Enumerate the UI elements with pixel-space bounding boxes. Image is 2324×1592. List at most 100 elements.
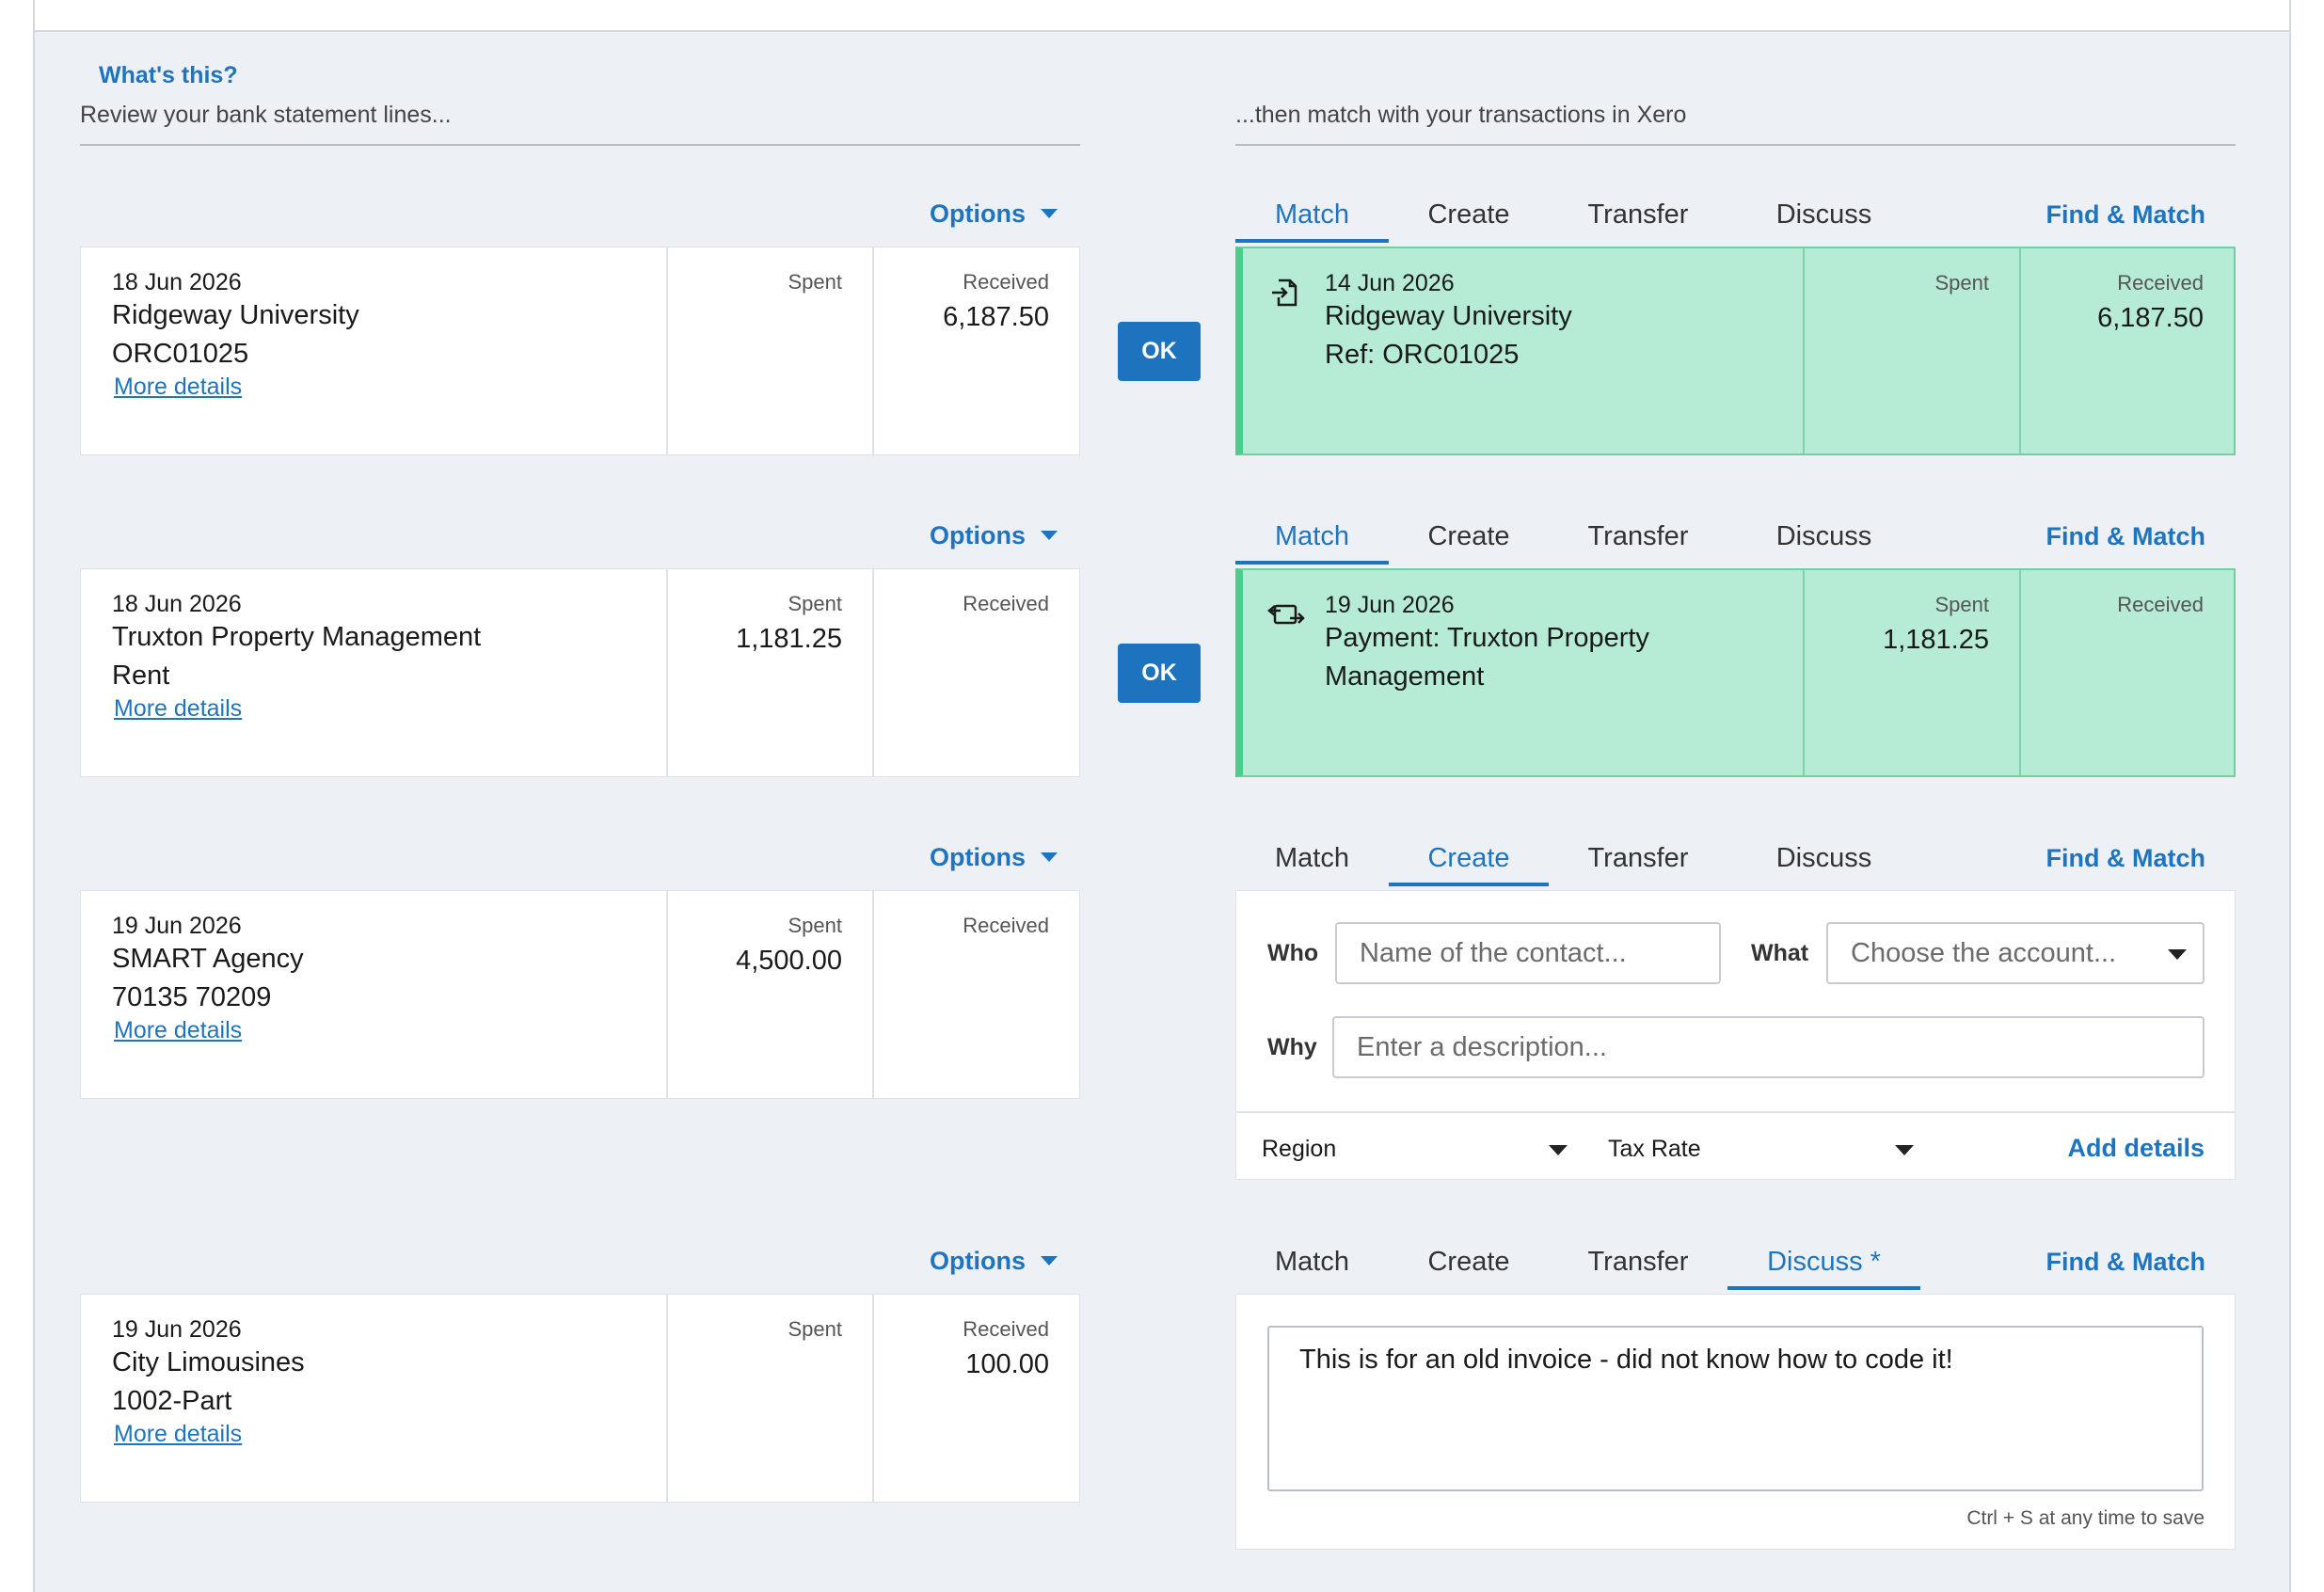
tab-match[interactable]: Match — [1235, 194, 1389, 243]
action-tabs: Match Create Transfer Discuss * Find & M… — [1235, 1241, 2236, 1290]
tab-match[interactable]: Match — [1275, 843, 1349, 873]
statement-spent: Spent 1,181.25 — [668, 569, 874, 776]
ok-button[interactable]: OK — [1118, 322, 1201, 381]
statement-received: Received — [874, 569, 1079, 776]
action-tabs: Match Create Transfer Discuss Find & Mat… — [1235, 516, 2236, 565]
tab-discuss[interactable]: Discuss — [1775, 521, 1872, 551]
match-date: 14 Jun 2026 — [1325, 270, 1455, 296]
discuss-textarea[interactable]: This is for an old invoice - did not kno… — [1267, 1326, 2204, 1491]
what-account-select[interactable] — [1826, 922, 2205, 984]
statement-payee: SMART Agency — [112, 944, 304, 974]
options-dropdown[interactable]: Options — [930, 1247, 1058, 1276]
invoice-import-icon — [1272, 279, 1297, 307]
why-input[interactable] — [1332, 1016, 2205, 1078]
match-details: 19 Jun 2026 Payment: Truxton Property Ma… — [1243, 570, 1805, 775]
spent-label: Spent — [1934, 271, 1990, 295]
region-select[interactable]: Region — [1262, 1136, 1572, 1163]
find-match-link[interactable]: Find & Match — [2045, 522, 2206, 550]
statement-spent: Spent 4,500.00 — [668, 891, 874, 1098]
statement-lines-header: Review your bank statement lines... — [80, 102, 1080, 146]
statement-reference: 70135 70209 — [112, 982, 272, 1012]
who-input[interactable] — [1335, 922, 1721, 984]
spent-amount: 1,181.25 — [1883, 625, 1989, 655]
what-label: What — [1751, 940, 1809, 966]
spent-label: Spent — [788, 270, 843, 294]
statement-spent: Spent — [668, 247, 874, 454]
more-details-link[interactable]: More details — [114, 695, 243, 722]
received-amount: 6,187.50 — [943, 302, 1049, 332]
statement-details: 18 Jun 2026 Truxton Property Management … — [81, 569, 668, 776]
options-dropdown[interactable]: Options — [930, 843, 1058, 872]
statement-spent: Spent — [668, 1295, 874, 1502]
received-label: Received — [963, 1317, 1049, 1341]
match-details: 14 Jun 2026 Ridgeway University Ref: ORC… — [1243, 248, 1805, 454]
tab-discuss[interactable]: Discuss — [1775, 199, 1872, 230]
received-amount: 100.00 — [965, 1349, 1049, 1379]
match-spent: Spent 1,181.25 — [1805, 570, 2021, 775]
tab-discuss[interactable]: Discuss * — [1727, 1241, 1920, 1290]
tab-transfer[interactable]: Transfer — [1587, 199, 1689, 230]
statement-line: 19 Jun 2026 SMART Agency 70135 70209 Mor… — [80, 890, 1080, 1099]
top-bar — [33, 0, 2291, 30]
statement-payee: Truxton Property Management — [112, 622, 482, 652]
find-match-link[interactable]: Find & Match — [2045, 1248, 2206, 1276]
create-transaction-form: Who What Why Region Tax Rate Add details — [1235, 890, 2236, 1180]
tab-transfer[interactable]: Transfer — [1587, 1247, 1689, 1277]
tab-create[interactable]: Create — [1427, 199, 1510, 230]
tab-discuss[interactable]: Discuss — [1775, 843, 1872, 873]
match-received: Received 6,187.50 — [2021, 248, 2234, 454]
caret-down-icon — [2168, 949, 2187, 960]
tab-match[interactable]: Match — [1275, 1247, 1349, 1277]
options-label: Options — [930, 199, 1026, 228]
tab-transfer[interactable]: Transfer — [1587, 521, 1689, 551]
match-received: Received — [2021, 570, 2234, 775]
spent-amount: 1,181.25 — [736, 624, 842, 654]
tab-transfer[interactable]: Transfer — [1587, 843, 1689, 873]
spent-label: Spent — [1934, 593, 1990, 616]
tab-create[interactable]: Create — [1427, 521, 1510, 551]
received-label: Received — [2117, 271, 2204, 295]
match-line-2: Management — [1325, 661, 1485, 692]
statement-received: Received 100.00 — [874, 1295, 1079, 1502]
received-amount: 6,187.50 — [2097, 303, 2204, 333]
received-label: Received — [2117, 593, 2204, 616]
match-date: 19 Jun 2026 — [1325, 592, 1455, 618]
find-match-link[interactable]: Find & Match — [2045, 200, 2206, 229]
spent-amount: 4,500.00 — [736, 946, 842, 976]
action-tabs: Match Create Transfer Discuss Find & Mat… — [1235, 194, 2236, 243]
matched-transaction[interactable]: 14 Jun 2026 Ridgeway University Ref: ORC… — [1235, 247, 2236, 455]
ok-button[interactable]: OK — [1118, 644, 1201, 703]
received-label: Received — [963, 914, 1049, 937]
more-details-link[interactable]: More details — [114, 1017, 243, 1043]
caret-down-icon — [1549, 1145, 1568, 1155]
add-details-link[interactable]: Add details — [2067, 1134, 2205, 1162]
options-dropdown[interactable]: Options — [930, 521, 1058, 550]
more-details-link[interactable]: More details — [114, 1421, 243, 1447]
spent-label: Spent — [788, 592, 843, 615]
tab-match[interactable]: Match — [1235, 516, 1389, 565]
statement-line: 18 Jun 2026 Ridgeway University ORC01025… — [80, 247, 1080, 455]
more-details-link[interactable]: More details — [114, 374, 243, 400]
tab-create[interactable]: Create — [1427, 1247, 1510, 1277]
tax-rate-select[interactable]: Tax Rate — [1608, 1136, 1918, 1163]
tax-rate-label: Tax Rate — [1608, 1136, 1701, 1162]
discuss-panel: This is for an old invoice - did not kno… — [1235, 1294, 2236, 1550]
received-label: Received — [963, 270, 1049, 294]
whats-this-link[interactable]: What's this? — [99, 62, 238, 88]
statement-line: 19 Jun 2026 City Limousines 1002-Part Mo… — [80, 1294, 1080, 1503]
options-label: Options — [930, 521, 1026, 549]
caret-down-icon — [1041, 530, 1058, 540]
statement-date: 19 Jun 2026 — [112, 913, 242, 939]
received-label: Received — [963, 592, 1049, 615]
match-line-1: Ridgeway University — [1325, 301, 1572, 331]
spent-label: Spent — [788, 914, 843, 937]
statement-payee: City Limousines — [112, 1347, 305, 1377]
caret-down-icon — [1041, 852, 1058, 862]
find-match-link[interactable]: Find & Match — [2045, 844, 2206, 872]
matched-transaction[interactable]: 19 Jun 2026 Payment: Truxton Property Ma… — [1235, 568, 2236, 777]
options-dropdown[interactable]: Options — [930, 199, 1058, 229]
statement-details: 19 Jun 2026 City Limousines 1002-Part Mo… — [81, 1295, 668, 1502]
tab-create[interactable]: Create — [1389, 837, 1549, 886]
action-tabs: Match Create Transfer Discuss Find & Mat… — [1235, 837, 2236, 886]
options-label: Options — [930, 1247, 1026, 1275]
